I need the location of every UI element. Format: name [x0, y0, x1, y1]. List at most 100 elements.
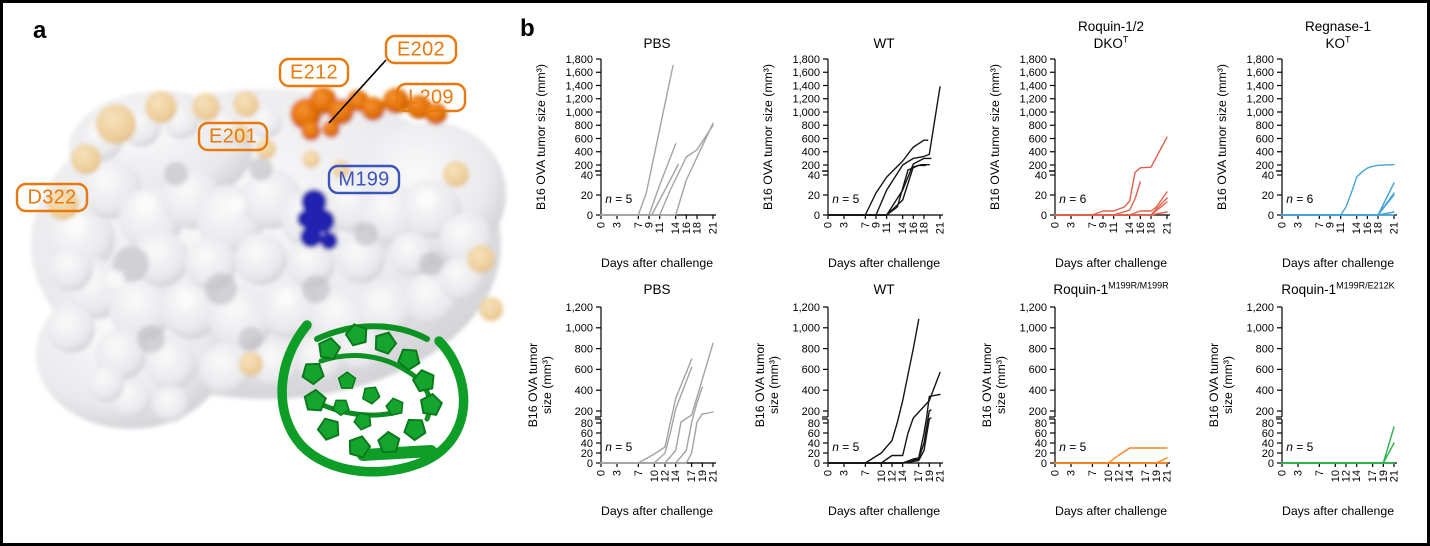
svg-text:1,000: 1,000 — [1019, 323, 1047, 335]
svg-text:1,000: 1,000 — [1246, 107, 1274, 119]
svg-text:200: 200 — [1029, 406, 1047, 418]
svg-text:200: 200 — [575, 406, 593, 418]
svg-text:18: 18 — [1373, 222, 1385, 234]
svg-text:21: 21 — [935, 222, 947, 234]
chart-title: WT — [873, 36, 895, 52]
svg-text:0: 0 — [1050, 470, 1062, 476]
svg-text:19: 19 — [924, 470, 936, 482]
y-axis-label: B16 OVA tumor size (mm³) — [761, 64, 775, 210]
svg-text:14: 14 — [1124, 222, 1136, 234]
svg-text:1,400: 1,400 — [1246, 80, 1274, 92]
svg-text:21: 21 — [1389, 222, 1401, 234]
svg-text:40: 40 — [808, 438, 820, 450]
svg-text:21: 21 — [708, 470, 720, 482]
svg-text:600: 600 — [1256, 364, 1274, 376]
svg-text:800: 800 — [575, 343, 593, 355]
svg-text:16: 16 — [1362, 222, 1374, 234]
svg-text:400: 400 — [802, 147, 820, 159]
series-lines — [600, 64, 714, 216]
svg-text:800: 800 — [1256, 343, 1274, 355]
y-axis-label: B16 OVA tumor — [980, 343, 994, 428]
svg-text:20: 20 — [1262, 190, 1274, 202]
series-lines — [600, 342, 714, 464]
svg-text:3: 3 — [612, 222, 624, 228]
n-label: n = 5 — [605, 192, 632, 206]
svg-text:80: 80 — [808, 418, 820, 430]
svg-text:20: 20 — [581, 448, 593, 460]
svg-text:9: 9 — [871, 222, 883, 228]
chart-title: PBS — [643, 282, 671, 298]
n-label: n = 5 — [1286, 440, 1313, 454]
y-axis-label: size (mm³) — [540, 356, 554, 414]
svg-text:0: 0 — [1277, 470, 1289, 476]
svg-text:40: 40 — [581, 438, 593, 450]
svg-text:1,200: 1,200 — [1246, 302, 1274, 314]
svg-text:800: 800 — [1029, 343, 1047, 355]
n-label: n = 6 — [1286, 192, 1313, 206]
svg-text:20: 20 — [1262, 448, 1274, 460]
svg-text:1,200: 1,200 — [1246, 94, 1274, 106]
svg-text:19: 19 — [1151, 470, 1163, 482]
svg-text:14: 14 — [897, 470, 909, 482]
svg-text:0: 0 — [1041, 458, 1047, 470]
svg-text:1,200: 1,200 — [565, 94, 593, 106]
svg-text:E202: E202 — [397, 39, 445, 61]
svg-text:60: 60 — [1262, 428, 1274, 440]
svg-text:12: 12 — [660, 470, 672, 482]
svg-text:400: 400 — [575, 385, 593, 397]
svg-text:3: 3 — [1066, 222, 1078, 228]
svg-text:600: 600 — [1029, 133, 1047, 145]
tan-patches — [47, 91, 503, 376]
svg-text:14: 14 — [670, 222, 682, 234]
svg-text:12: 12 — [1341, 470, 1353, 482]
panel-a-label: a — [33, 17, 47, 44]
svg-text:14: 14 — [670, 470, 682, 482]
n-label: n = 5 — [1059, 440, 1086, 454]
chart-title: Roquin-1M199R/M199R — [1053, 280, 1169, 298]
svg-text:E201: E201 — [209, 126, 257, 148]
svg-text:3: 3 — [839, 470, 851, 476]
x-axis-label: Days after challenge — [601, 256, 713, 270]
svg-text:1,000: 1,000 — [1246, 323, 1274, 335]
svg-text:40: 40 — [1262, 170, 1274, 182]
svg-text:17: 17 — [686, 470, 698, 482]
surface-crevices — [113, 157, 443, 353]
n-label: n = 5 — [605, 440, 632, 454]
svg-text:1,800: 1,800 — [1246, 54, 1274, 66]
n-label: n = 5 — [832, 440, 859, 454]
svg-text:20: 20 — [808, 448, 820, 460]
svg-text:80: 80 — [581, 418, 593, 430]
residue-label-d322: D322 — [15, 182, 89, 213]
svg-text:1,200: 1,200 — [1019, 94, 1047, 106]
svg-text:L209: L209 — [408, 87, 454, 109]
y-axis-label: B16 OVA tumor — [526, 343, 540, 428]
svg-text:800: 800 — [575, 120, 593, 132]
svg-text:60: 60 — [808, 428, 820, 440]
svg-text:M199: M199 — [338, 169, 389, 191]
chart-title: Roquin-1M199R/E212K — [1281, 280, 1395, 298]
svg-text:D322: D322 — [27, 187, 76, 209]
svg-text:21: 21 — [708, 222, 720, 234]
svg-text:10: 10 — [1103, 470, 1115, 482]
svg-text:0: 0 — [1050, 222, 1062, 228]
svg-text:1,400: 1,400 — [792, 80, 820, 92]
svg-text:21: 21 — [1162, 222, 1174, 234]
svg-text:7: 7 — [633, 222, 645, 228]
chart-title: Regnase-1 KOT — [1304, 18, 1372, 52]
svg-text:400: 400 — [802, 385, 820, 397]
svg-text:80: 80 — [1262, 418, 1274, 430]
svg-text:3: 3 — [1293, 470, 1305, 476]
svg-text:400: 400 — [1029, 385, 1047, 397]
residue-label-m199: M199 — [327, 164, 401, 195]
svg-text:1,000: 1,000 — [792, 323, 820, 335]
svg-text:1,200: 1,200 — [1019, 302, 1047, 314]
svg-text:0: 0 — [587, 458, 593, 470]
svg-text:18: 18 — [919, 222, 931, 234]
svg-text:800: 800 — [1029, 120, 1047, 132]
orange-patch — [290, 87, 447, 141]
svg-text:400: 400 — [575, 147, 593, 159]
svg-text:21: 21 — [935, 470, 947, 482]
chart-title: Roquin-1/2 DKOT — [1077, 18, 1145, 52]
